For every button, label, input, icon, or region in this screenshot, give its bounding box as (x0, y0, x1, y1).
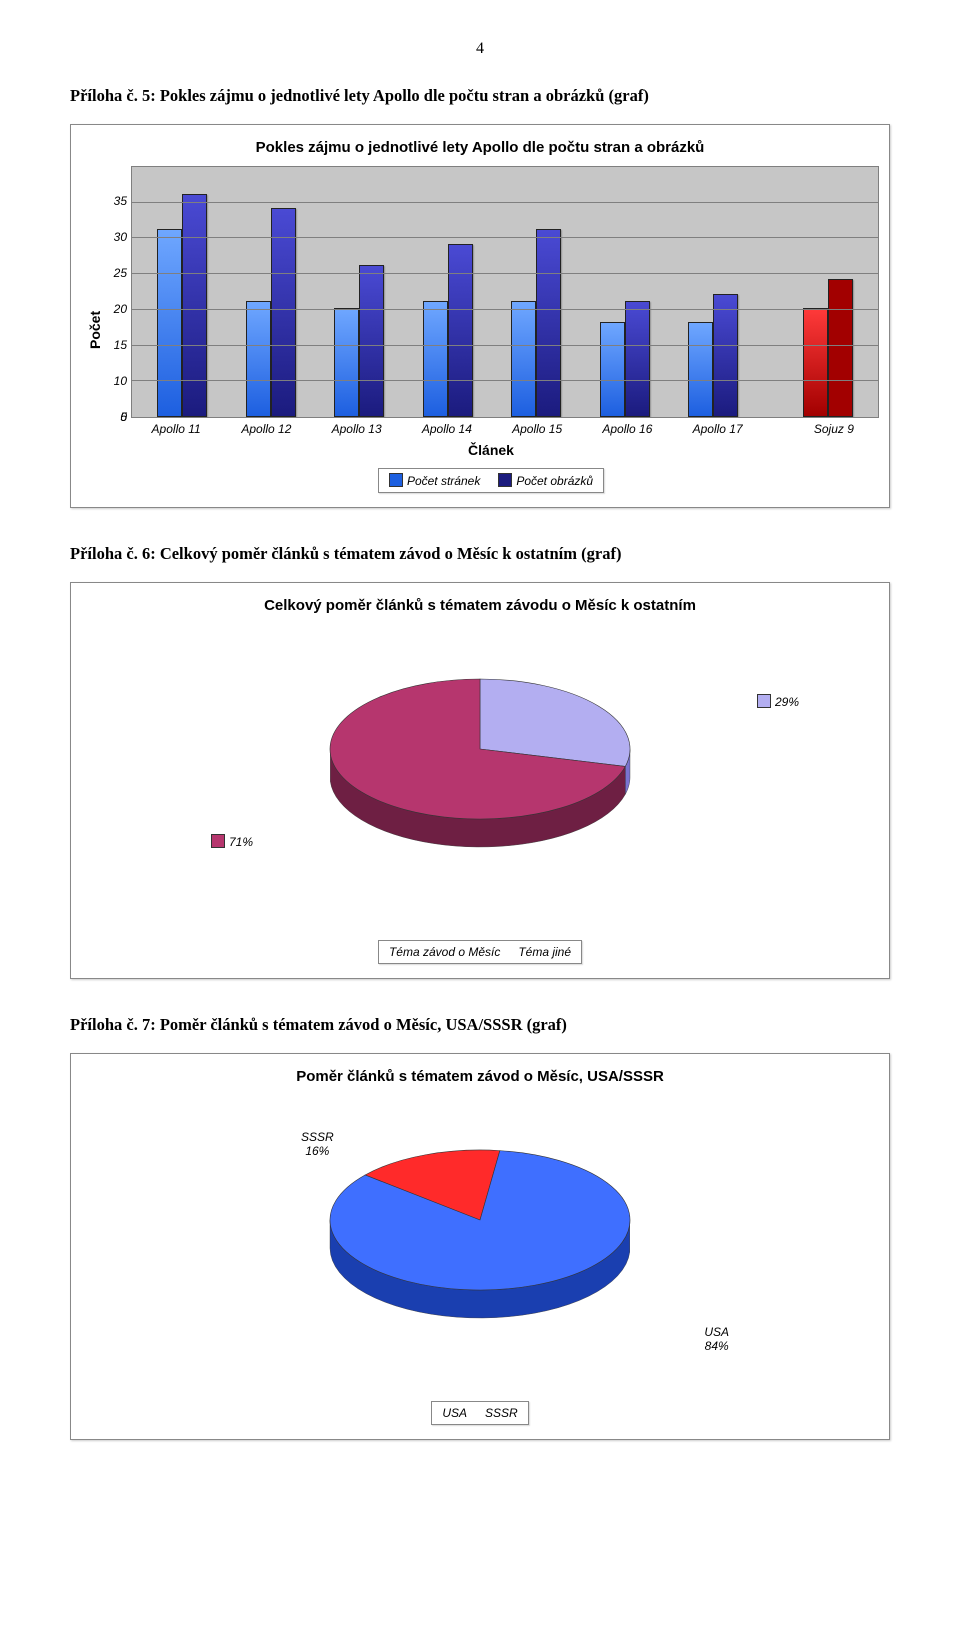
legend-series-1: Počet stránek (407, 474, 480, 488)
x-tick-row: Apollo 11Apollo 12Apollo 13Apollo 14Apol… (131, 418, 879, 436)
legend-series-2: Počet obrázků (516, 474, 593, 488)
bar (600, 322, 625, 417)
bar (625, 301, 650, 417)
section-5-title: Příloha č. 5: Pokles zájmu o jednotlivé … (70, 86, 890, 106)
bar (271, 208, 296, 417)
bar-plot (131, 166, 879, 418)
bar-chart-frame: Pokles zájmu o jednotlivé lety Apollo dl… (70, 124, 890, 508)
pie2-legend-0: USA (442, 1406, 467, 1420)
bar (536, 229, 561, 417)
pie2-legend-1: SSSR (485, 1406, 518, 1420)
bar (246, 301, 271, 417)
pie1-svg (270, 624, 690, 884)
pie2-label-usa: USA84% (704, 1325, 729, 1353)
pie1-label-71: 71% (211, 834, 253, 849)
bar (157, 229, 182, 417)
bar (511, 301, 536, 417)
pie1-label-29: 29% (757, 694, 799, 709)
pie2-frame: Poměr článků s tématem závod o Měsíc, US… (70, 1053, 890, 1440)
bar (448, 244, 473, 417)
bar (334, 308, 359, 417)
bar-chart-title: Pokles zájmu o jednotlivé lety Apollo dl… (81, 139, 879, 156)
pie2-legend: USA SSSR (431, 1401, 528, 1425)
x-axis-label: Článek (103, 442, 879, 458)
bar (359, 265, 384, 417)
y-tick-column: 05101520253035 (103, 166, 131, 418)
bar (423, 301, 448, 417)
bar (182, 194, 207, 417)
page-number: 4 (70, 40, 890, 58)
bar-legend: Počet stránek Počet obrázků (378, 468, 604, 493)
pie1-legend-0: Téma závod o Měsíc (389, 945, 500, 959)
pie1-title: Celkový poměr článků s tématem závodu o … (81, 597, 879, 614)
pie1-legend: Téma závod o Měsíc Téma jiné (378, 940, 582, 964)
pie2-title: Poměr článků s tématem závod o Měsíc, US… (81, 1068, 879, 1085)
section-7-title: Příloha č. 7: Poměr článků s tématem záv… (70, 1015, 890, 1035)
section-6-title: Příloha č. 6: Celkový poměr článků s tém… (70, 544, 890, 564)
pie2-label-sssr: SSSR16% (301, 1130, 334, 1158)
bar (688, 322, 713, 417)
pie1-frame: Celkový poměr článků s tématem závodu o … (70, 582, 890, 979)
y-axis-label: Počet (81, 166, 103, 493)
bar (803, 308, 828, 417)
pie1-legend-1: Téma jiné (518, 945, 571, 959)
bar (713, 294, 738, 417)
bar (828, 279, 853, 417)
